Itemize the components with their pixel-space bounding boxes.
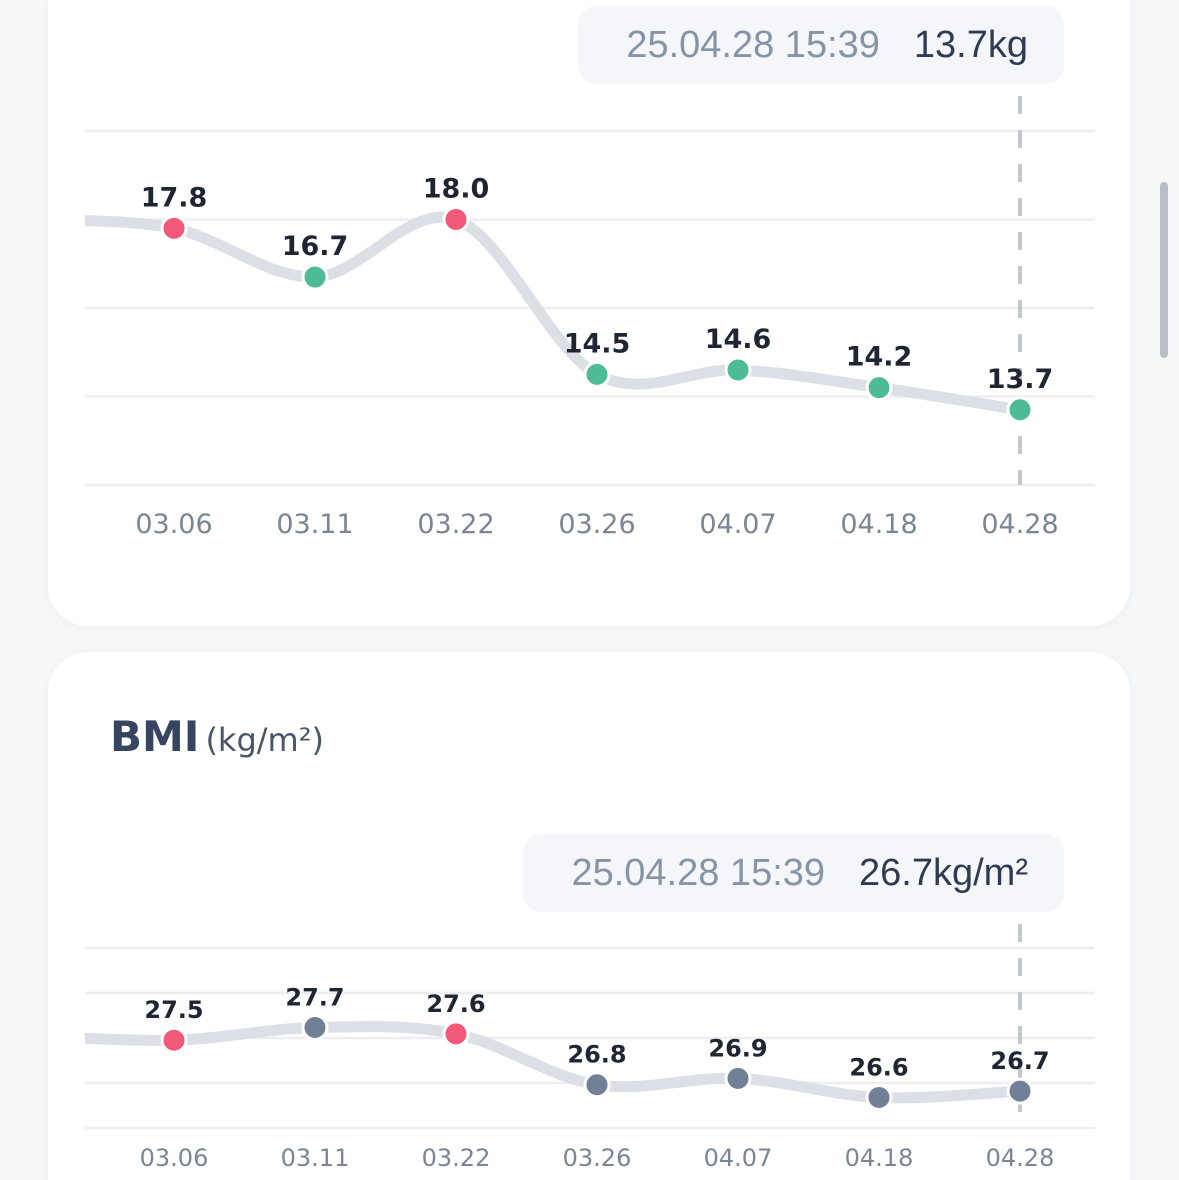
chart-1: 27.5 03.06 27.7 03.11 27.6 03.22 26.8 03.26 26.9… — [85, 924, 1095, 1172]
chart-unit: (kg/m²) — [205, 721, 325, 759]
data-label: 17.8 — [141, 182, 208, 213]
data-label: 27.5 — [144, 996, 203, 1024]
chart-tooltip: 25.04.28 15:39 13.7kg — [578, 6, 1064, 84]
x-tick-label: 03.06 — [135, 509, 212, 540]
data-label: 14.2 — [846, 342, 913, 373]
data-point — [442, 1020, 470, 1048]
scrollbar[interactable] — [1160, 182, 1168, 358]
data-label: 18.0 — [423, 174, 490, 205]
chart-0: 17.8 03.06 16.7 03.11 18.0 03.22 14.5 03.26 14.6… — [85, 96, 1095, 540]
data-point — [442, 206, 470, 233]
x-tick-label: 03.22 — [422, 1144, 491, 1172]
data-point — [583, 1071, 611, 1099]
data-label: 16.7 — [282, 231, 349, 262]
data-point — [865, 1083, 893, 1111]
series-line — [85, 211, 1026, 416]
x-tick-label: 04.18 — [840, 509, 917, 540]
x-tick-label: 04.07 — [699, 509, 776, 540]
x-tick-label: 03.11 — [276, 509, 353, 540]
x-tick-label: 04.28 — [986, 1144, 1055, 1172]
tooltip-time: 25.04.28 15:39 — [626, 23, 880, 66]
data-point — [160, 1026, 188, 1054]
data-label: 13.7 — [987, 364, 1054, 395]
data-label: 27.7 — [285, 984, 344, 1012]
x-tick-label: 03.26 — [558, 509, 635, 540]
data-point — [724, 356, 752, 384]
data-point — [301, 263, 329, 291]
x-tick-label: 04.28 — [981, 509, 1058, 540]
series-line — [85, 1021, 1026, 1104]
data-point — [160, 214, 188, 242]
tooltip-value: 13.7kg — [913, 23, 1028, 66]
data-point — [1006, 1077, 1034, 1105]
x-tick-label: 03.11 — [281, 1144, 350, 1172]
chart-title: BMI (kg/m²) — [110, 712, 324, 761]
data-label: 26.8 — [567, 1041, 626, 1069]
data-label: 27.6 — [426, 990, 485, 1018]
x-tick-label: 03.22 — [417, 509, 494, 540]
data-label: 14.6 — [705, 324, 772, 355]
data-point — [583, 360, 611, 388]
data-point — [1006, 396, 1034, 424]
x-tick-label: 04.18 — [845, 1144, 914, 1172]
x-tick-label: 03.26 — [563, 1144, 632, 1172]
data-label: 26.7 — [990, 1047, 1049, 1075]
weight-chart-card: 25.04.28 15:39 13.7kg — [48, 0, 1130, 626]
data-label: 14.5 — [564, 328, 631, 359]
data-label: 26.6 — [849, 1053, 908, 1081]
data-point — [724, 1064, 752, 1092]
chart-tooltip: 25.04.28 15:39 26.7kg/m² — [523, 834, 1064, 912]
tooltip-value: 26.7kg/m² — [859, 851, 1028, 894]
data-point — [301, 1014, 329, 1042]
chart-title-text: BMI — [110, 712, 200, 761]
data-point — [865, 374, 893, 402]
tooltip-time: 25.04.28 15:39 — [571, 851, 826, 894]
x-tick-label: 04.07 — [704, 1144, 773, 1172]
data-label: 26.9 — [708, 1034, 767, 1062]
x-tick-label: 03.06 — [140, 1144, 209, 1172]
